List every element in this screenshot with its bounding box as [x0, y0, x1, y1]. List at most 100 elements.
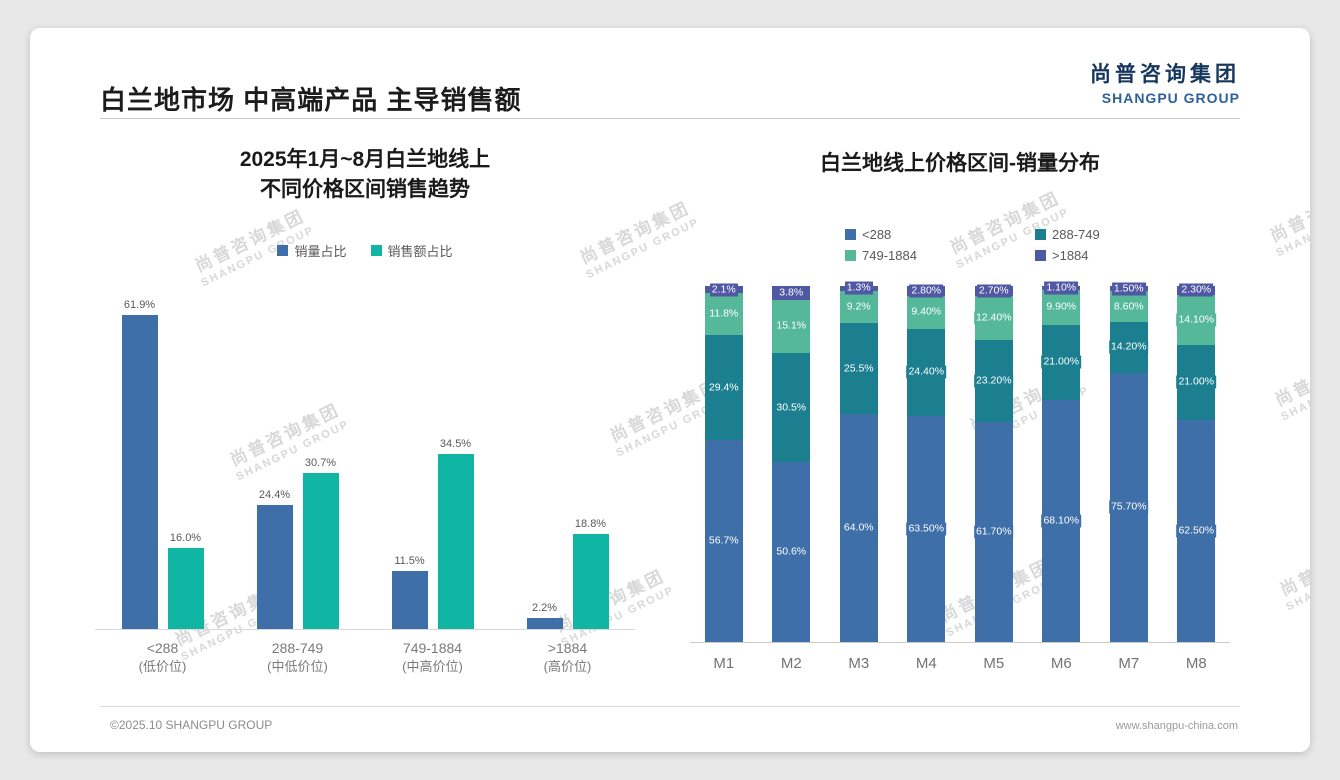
- x-axis-label-tier: (低价位): [138, 659, 187, 674]
- left-chart-title-line2: 不同价格区间销售趋势: [260, 178, 470, 201]
- logo-english-text: SHANGPU GROUP: [1101, 90, 1240, 106]
- stack-segment-0: 62.50%: [1176, 419, 1217, 642]
- stack-segment-3: 3.8%: [772, 286, 811, 300]
- stack-segment-0: 63.50%: [906, 415, 947, 642]
- segment-value-label: 2.1%: [709, 283, 738, 297]
- x-axis-label: M4: [915, 655, 937, 672]
- stack-segment-2: 14.10%: [1176, 294, 1217, 345]
- stacked-bar: 63.50% 24.40% 9.40% 2.80%: [906, 284, 947, 642]
- x-axis-label: M6: [1050, 655, 1072, 672]
- segment-value-label: 14.10%: [1176, 313, 1217, 327]
- bar-value-label: 18.8%: [574, 517, 607, 530]
- x-axis-label: <288 (低价位): [95, 638, 230, 676]
- legend-item: 749-1884: [845, 248, 1035, 263]
- segment-value-label: 12.40%: [973, 311, 1014, 325]
- stack-segment-0: 61.70%: [973, 422, 1014, 642]
- footer-copyright: ©2025.10 SHANGPU GROUP: [110, 718, 273, 732]
- bar-series-1: 18.8%: [572, 518, 609, 629]
- watermark-text-en: SHANGPU GROUP: [1279, 358, 1310, 424]
- x-axis-label-range: 288-749: [271, 640, 324, 656]
- stack-segment-2: 9.2%: [839, 290, 878, 324]
- stack-segment-0: 64.0%: [839, 414, 878, 642]
- legend-label: >1884: [1052, 248, 1089, 263]
- stack-segment-1: 21.00%: [1176, 344, 1217, 420]
- segment-value-label: 56.7%: [706, 534, 741, 548]
- left-chart-plot: 61.9% 16.0% 24.4% 30.7% 11.5% 34.5% 2.2% 18.8%: [95, 299, 635, 630]
- segment-value-label: 2.70%: [976, 284, 1011, 298]
- watermark-text-en: SHANGPU GROUP: [1284, 548, 1310, 614]
- segment-value-label: 50.6%: [774, 545, 809, 559]
- bar-series-0: 11.5%: [391, 555, 428, 629]
- bar-value-label: 11.5%: [394, 554, 425, 567]
- bar-series-1: 16.0%: [167, 532, 204, 629]
- footer-divider: [100, 706, 1240, 707]
- bar-series-0: 24.4%: [256, 489, 293, 629]
- legend-swatch: [370, 245, 382, 256]
- legend-swatch: [277, 245, 289, 256]
- stack-segment-0: 68.10%: [1041, 399, 1082, 642]
- stack-segment-0: 56.7%: [704, 440, 743, 642]
- stack-segment-3: 2.80%: [907, 284, 946, 298]
- segment-value-label: 1.10%: [1044, 281, 1079, 295]
- left-chart-title: 2025年1月~8月白兰地线上 不同价格区间销售趋势: [95, 145, 635, 205]
- segment-value-label: 61.70%: [973, 525, 1014, 539]
- stacked-bar-slot: 50.6% 30.5% 15.1% 3.8%: [758, 286, 826, 642]
- x-axis-label-tier: (高价位): [543, 659, 592, 674]
- stack-segment-3: 1.50%: [1109, 282, 1148, 296]
- stacked-bar-slot: 75.70% 14.20% 8.60% 1.50%: [1095, 282, 1163, 642]
- stack-segment-3: 1.3%: [839, 281, 878, 295]
- bar-series-0: 61.9%: [121, 299, 158, 629]
- segment-value-label: 29.4%: [706, 381, 741, 395]
- segment-value-label: 21.00%: [1041, 355, 1082, 369]
- right-chart-legend: <288 288-749 749-1884 >1884: [845, 227, 1230, 263]
- stack-segment-3: 1.10%: [1042, 281, 1081, 295]
- logo-chinese-text: 尚普咨询集团: [1090, 63, 1240, 86]
- legend-item: 销量占比: [277, 241, 347, 260]
- stack-segment-1: 21.00%: [1041, 324, 1082, 400]
- stack-segment-1: 24.40%: [906, 329, 947, 416]
- right-chart-plot: 56.7% 29.4% 11.8% 2.1% 50.6% 30.5% 15.1% 3.8% 64…: [690, 281, 1230, 643]
- legend-item: 288-749: [1035, 227, 1225, 242]
- segment-value-label: 11.8%: [707, 307, 741, 321]
- segment-value-label: 15.1%: [774, 319, 809, 333]
- page-title: 白兰地市场 中高端产品 主导销售额: [100, 85, 522, 115]
- bar-value-label: 34.5%: [439, 438, 472, 451]
- segment-value-label: 9.2%: [844, 300, 873, 314]
- legend-item: 销售额占比: [370, 241, 453, 260]
- stack-segment-1: 14.20%: [1108, 321, 1149, 373]
- segment-value-label: 30.5%: [774, 401, 809, 415]
- bar-value-label: 24.4%: [258, 489, 291, 502]
- legend-item: >1884: [1035, 248, 1225, 263]
- stacked-bar-slot: 56.7% 29.4% 11.8% 2.1%: [690, 283, 758, 642]
- bar-series-0: 2.2%: [526, 602, 563, 629]
- x-axis-label: M3: [848, 655, 870, 672]
- legend-swatch: [845, 229, 856, 240]
- header-divider: [100, 118, 1240, 119]
- bar-value-label: 61.9%: [123, 299, 156, 312]
- x-axis-label-tier: (中高价位): [402, 659, 463, 674]
- slide: 尚普咨询集团 SHANGPU GROUP 尚普咨询集团 SHANGPU GROUP 尚普…: [30, 28, 1310, 752]
- segment-value-label: 23.20%: [973, 374, 1014, 388]
- stack-segment-1: 23.20%: [973, 339, 1014, 423]
- bar-value-label: 30.7%: [304, 457, 337, 470]
- stacked-bar: 75.70% 14.20% 8.60% 1.50%: [1108, 282, 1149, 642]
- segment-value-label: 8.60%: [1111, 300, 1146, 314]
- segment-value-label: 2.80%: [909, 284, 944, 298]
- stack-segment-2: 8.60%: [1109, 291, 1148, 322]
- stack-segment-1: 29.4%: [704, 335, 743, 441]
- stacked-bar-slot: 61.70% 23.20% 12.40% 2.70%: [960, 284, 1028, 642]
- segment-value-label: 75.70%: [1108, 500, 1149, 514]
- segment-value-label: 64.0%: [841, 521, 876, 535]
- watermark-text-cn: 尚普咨询集团: [1272, 340, 1310, 410]
- segment-value-label: 63.50%: [906, 522, 947, 536]
- stack-segment-0: 75.70%: [1108, 372, 1149, 642]
- x-axis-label: M7: [1118, 655, 1140, 672]
- segment-value-label: 24.40%: [906, 365, 947, 379]
- stack-segment-3: 2.1%: [704, 283, 743, 297]
- x-axis-label: >1884 (高价位): [500, 638, 635, 676]
- stack-segment-1: 25.5%: [839, 323, 878, 415]
- legend-item: <288: [845, 227, 1035, 242]
- legend-swatch: [1035, 250, 1046, 261]
